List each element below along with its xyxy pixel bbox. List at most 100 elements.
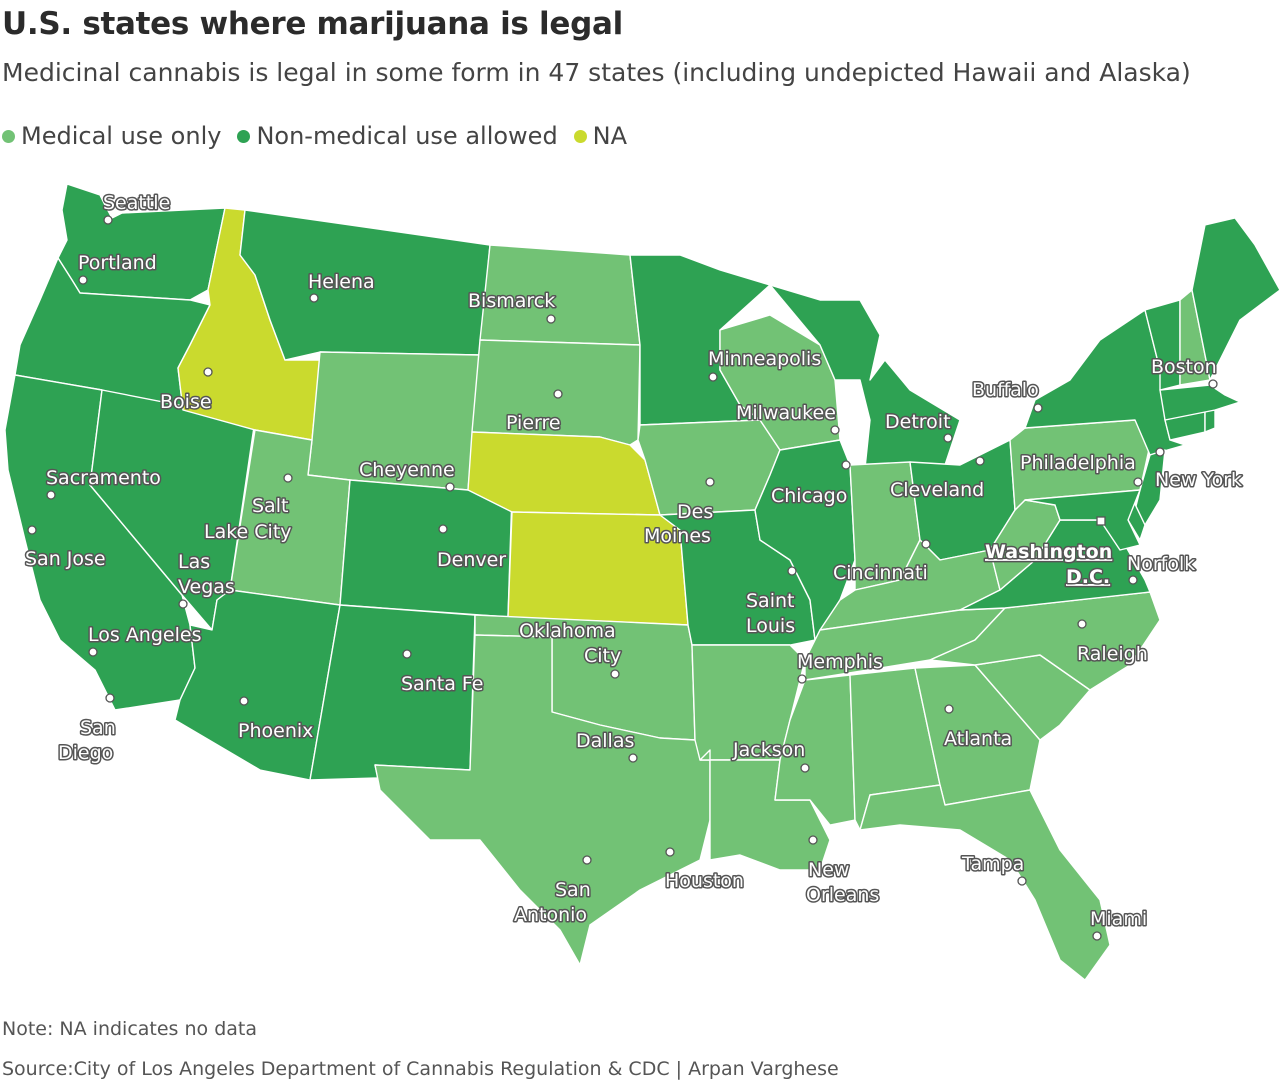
city-label: Bismarck (468, 290, 555, 312)
city-marker (841, 460, 851, 470)
city-label: Milwaukee (736, 402, 836, 424)
city-label: Des (677, 501, 713, 523)
legend-label-medical: Medical use only (21, 122, 222, 150)
footer-note: Note: NA indicates no data (2, 1018, 257, 1040)
city-label: New (808, 859, 849, 881)
city-label: Memphis (797, 651, 883, 673)
city-marker (402, 649, 412, 659)
city-marker (921, 539, 931, 549)
page-subtitle: Medicinal cannabis is legal in some form… (2, 58, 1191, 87)
city-marker (582, 855, 592, 865)
city-label: Santa Fe (401, 673, 483, 695)
city-label: Denver (437, 549, 506, 571)
city-label: Cheyenne (359, 459, 455, 481)
city-label: Tampa (961, 853, 1024, 875)
city-marker (309, 293, 319, 303)
city-label: Pierre (506, 412, 561, 434)
city-label: San (555, 879, 591, 901)
city-marker (105, 693, 115, 703)
page-title: U.S. states where marijuana is legal (2, 6, 623, 42)
state-MD (1024, 489, 1141, 551)
city-label: Atlanta (944, 728, 1012, 750)
city-label: San (80, 717, 116, 739)
city-marker (78, 275, 88, 285)
city-marker (705, 477, 715, 487)
legend: Medical use only Non-medical use allowed… (2, 122, 643, 150)
city-label: Helena (308, 271, 375, 293)
city-marker (797, 674, 807, 684)
state-WA (57, 183, 226, 301)
city-marker (1017, 876, 1027, 886)
city-marker (1096, 516, 1106, 526)
city-label: Saint (746, 590, 794, 612)
city-marker (445, 482, 455, 492)
city-label: Minneapolis (708, 348, 821, 370)
city-labels: Seattle Portland Helena Bismarck Boise Minnea… (24, 191, 1244, 932)
city-marker (438, 524, 448, 534)
city-label: Moines (644, 525, 711, 547)
state-ME (1191, 217, 1280, 381)
city-label: Philadelphia (1020, 452, 1136, 474)
city-marker (1077, 619, 1087, 629)
city-label: Oklahoma (519, 620, 616, 642)
state-IL (754, 439, 856, 641)
city-marker (708, 372, 718, 382)
city-label: Cleveland (890, 479, 984, 501)
city-marker (944, 704, 954, 714)
city-marker (178, 599, 188, 609)
city-marker (830, 425, 840, 435)
city-label: Buffalo (972, 379, 1039, 401)
city-label: Portland (78, 252, 157, 274)
legend-label-nonmedical: Non-medical use allowed (256, 122, 558, 150)
city-marker (808, 835, 818, 845)
city-label: Raleigh (1077, 643, 1148, 665)
city-label: Seattle (103, 192, 170, 214)
state-TX (374, 634, 711, 966)
city-label: Vegas (178, 576, 235, 598)
city-marker (665, 847, 675, 857)
city-label: New York (1155, 469, 1242, 491)
state-NC (929, 591, 1161, 691)
footer-source: Source:City of Los Angeles Department of… (2, 1058, 839, 1080)
legend-swatch-na (573, 129, 587, 143)
city-marker (203, 367, 213, 377)
city-label: Detroit (885, 411, 951, 433)
city-marker (88, 647, 98, 657)
city-label: Orleans (806, 884, 879, 906)
city-marker (1128, 575, 1138, 585)
city-label: Houston (665, 870, 744, 892)
city-marker (546, 314, 556, 324)
city-marker (975, 456, 985, 466)
legend-label-na: NA (592, 122, 628, 150)
city-label: Antonio (514, 904, 587, 926)
city-markers (27, 215, 1218, 941)
city-label: Sacramento (46, 467, 161, 489)
city-label: San Jose (25, 548, 106, 570)
city-label: Lake City (204, 521, 292, 543)
city-marker (1092, 931, 1102, 941)
city-marker (1133, 477, 1143, 487)
city-marker (610, 669, 620, 679)
city-label: Cincinnati (833, 562, 928, 584)
city-label: Dallas (576, 730, 634, 752)
city-label: Washington (985, 541, 1112, 563)
city-label: Las (178, 551, 210, 573)
city-marker (27, 525, 37, 535)
city-marker (283, 473, 293, 483)
city-label: Norfolk (1127, 553, 1195, 575)
city-marker (800, 763, 810, 773)
city-marker (1033, 403, 1043, 413)
city-label: Miami (1090, 908, 1147, 930)
city-label: Phoenix (238, 720, 313, 742)
state-MI (769, 284, 961, 469)
city-label: Jackson (732, 739, 805, 761)
city-label: Los Angeles (88, 624, 201, 646)
city-label: Diego (58, 742, 113, 764)
city-marker (553, 389, 563, 399)
city-marker (943, 433, 953, 443)
city-label: D.C. (1066, 566, 1110, 588)
city-marker (103, 215, 113, 225)
legend-swatch-medical (2, 129, 15, 143)
legend-item-medical: Medical use only (2, 122, 221, 150)
states-layer (4, 183, 1280, 981)
